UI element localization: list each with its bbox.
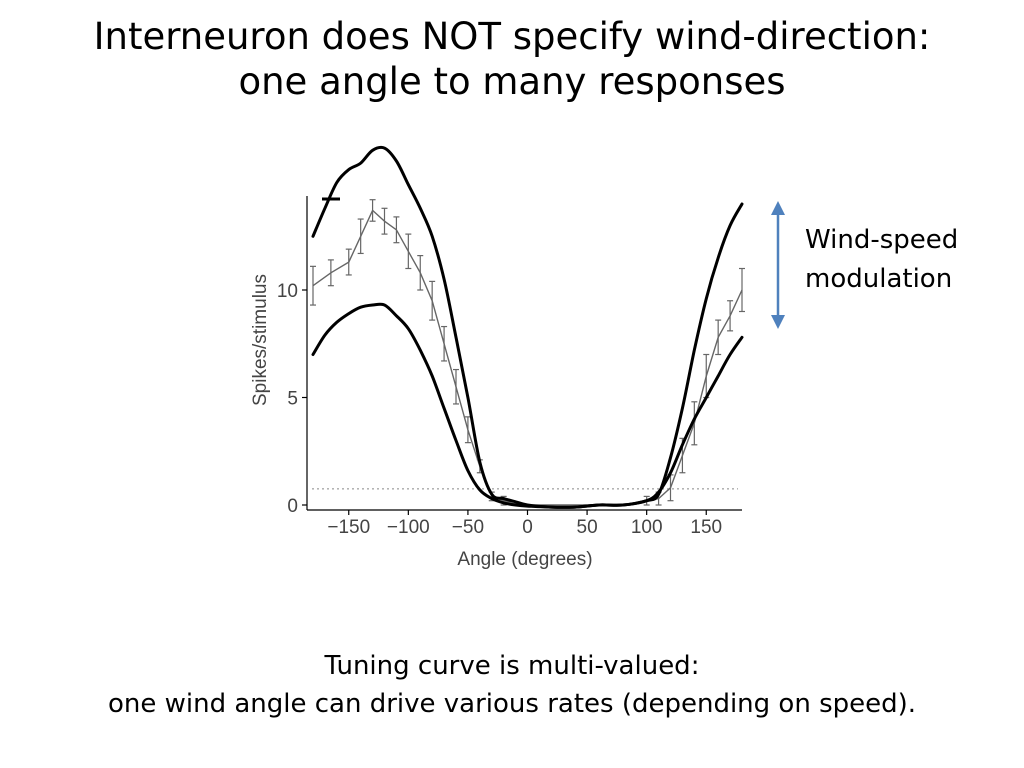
x-ticks: −150 −100 −50 0 50 100 150 [327,510,722,538]
y-tick-label: 5 [287,389,298,410]
y-tick-label: 0 [287,496,298,517]
annotation-line-2: modulation [805,264,953,294]
x-tick-label: −50 [452,517,484,538]
x-tick-label: 0 [522,517,533,538]
axes: 0 5 10 −150 −100 −50 0 50 100 150 [277,196,742,538]
x-axis-label: Angle (degrees) [457,549,592,570]
wind-speed-annotation: Wind-speed modulation [805,221,958,299]
x-tick-label: 100 [631,517,663,538]
x-tick-label: −100 [387,517,430,538]
arrow-head-up-icon [771,201,785,215]
caption-line-1: Tuning curve is multi-valued: [324,651,700,681]
x-tick-label: −150 [327,517,370,538]
y-ticks: 0 5 10 [277,281,307,517]
x-tick-label: 50 [577,517,598,538]
y-axis-label: Spikes/stimulus [250,274,271,406]
y-tick-label: 10 [277,281,298,302]
slide-title-line-1: Interneuron does NOT specify wind-direct… [93,15,931,58]
wind-speed-arrow [771,201,785,329]
caption-line-2: one wind angle can drive various rates (… [107,688,917,719]
slide-title: Interneuron does NOT specify wind-direct… [0,14,1024,104]
slide-title-line-2: one angle to many responses [238,60,786,104]
measured-series-line [312,209,743,506]
annotation-line-1: Wind-speed [805,225,959,255]
arrow-head-down-icon [771,315,785,329]
series-layer [310,145,745,509]
lower-envelope-curve [311,302,744,509]
x-tick-label: 150 [690,517,722,538]
upper-envelope-curve [311,145,744,509]
slide-caption: Tuning curve is multi-valued: one wind a… [0,648,1024,723]
